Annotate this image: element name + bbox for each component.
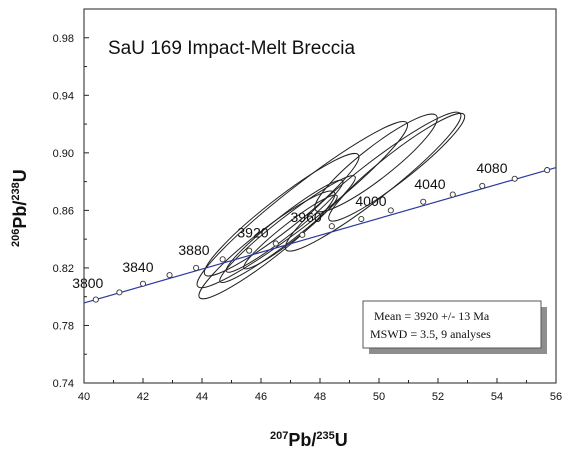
error-ellipse bbox=[219, 175, 356, 284]
concordia-age-marker bbox=[139, 280, 147, 287]
error-ellipse bbox=[203, 152, 360, 277]
y-tick-label: 0.74 bbox=[53, 378, 74, 390]
x-axis-label: 207Pb/235U bbox=[270, 430, 348, 450]
concordia-age-marker bbox=[328, 223, 335, 230]
age-label: 4000 bbox=[355, 193, 386, 209]
x-tick-label: 52 bbox=[432, 391, 444, 403]
y-tick-label: 0.98 bbox=[53, 33, 74, 45]
y-tick-label: 0.78 bbox=[53, 320, 74, 332]
concordia-curve bbox=[83, 166, 557, 304]
error-ellipse bbox=[328, 112, 466, 222]
y-axis-label: 206Pb/238U bbox=[10, 169, 30, 247]
concordia-age-marker bbox=[92, 296, 99, 303]
age-label: 3960 bbox=[291, 209, 322, 225]
concordia-age-marker bbox=[479, 182, 486, 189]
error-ellipse bbox=[314, 113, 438, 213]
age-label: 3800 bbox=[72, 275, 103, 291]
x-tick-label: 50 bbox=[373, 391, 385, 403]
result-mswd-text: MSWD = 3.5, 9 analyses bbox=[370, 327, 491, 341]
age-label-group: 3800 3840 3880 3920 3960 4000 4040 4080 bbox=[72, 160, 508, 291]
ellipse-group bbox=[196, 111, 466, 300]
concordia-age-marker bbox=[544, 167, 551, 174]
concordia-age-marker bbox=[511, 175, 518, 182]
age-label: 3880 bbox=[178, 242, 209, 258]
result-box: Mean = 3920 +/- 13 Ma MSWD = 3.5, 9 anal… bbox=[362, 300, 547, 354]
x-tick-label: 42 bbox=[137, 391, 149, 403]
concordia-age-marker bbox=[420, 198, 427, 205]
y-tick-label: 0.90 bbox=[53, 148, 74, 160]
y-tick-label: 0.86 bbox=[53, 205, 74, 217]
concordia-age-marker bbox=[246, 247, 253, 254]
concordia-age-marker bbox=[166, 272, 173, 279]
concordia-age-marker bbox=[449, 191, 456, 198]
x-tick-label: 46 bbox=[255, 391, 267, 403]
x-tick-label: 40 bbox=[78, 391, 90, 403]
concordia-age-marker bbox=[358, 215, 365, 223]
x-tick-label: 48 bbox=[314, 391, 326, 403]
axis-ticks: 40 42 44 46 48 50 52 54 56 0.74 0.78 0.82 0.86 0.90 0.… bbox=[53, 8, 562, 403]
concordia-age-marker bbox=[193, 264, 200, 271]
y-tick-label: 0.94 bbox=[53, 90, 74, 102]
concordia-age-marker bbox=[272, 240, 279, 247]
concordia-age-marker bbox=[116, 289, 123, 296]
age-label: 4080 bbox=[476, 160, 507, 176]
result-mean-text: Mean = 3920 +/- 13 Ma bbox=[374, 309, 490, 323]
error-ellipse bbox=[243, 194, 338, 270]
concordia-line bbox=[83, 166, 557, 304]
error-ellipse bbox=[198, 190, 336, 300]
x-tick-label: 44 bbox=[196, 391, 208, 403]
chart-title: SaU 169 Impact-Melt Breccia bbox=[108, 38, 356, 59]
error-ellipse bbox=[196, 121, 409, 289]
concordia-age-marker bbox=[387, 207, 394, 214]
age-label: 4040 bbox=[414, 176, 445, 192]
concordia-age-marker bbox=[219, 256, 226, 263]
age-label: 3840 bbox=[122, 259, 153, 275]
age-label: 3920 bbox=[237, 225, 268, 241]
concordia-age-marker bbox=[299, 231, 306, 238]
x-tick-label: 56 bbox=[550, 391, 562, 403]
x-tick-label: 54 bbox=[491, 391, 503, 403]
y-tick-label: 0.82 bbox=[53, 263, 74, 275]
